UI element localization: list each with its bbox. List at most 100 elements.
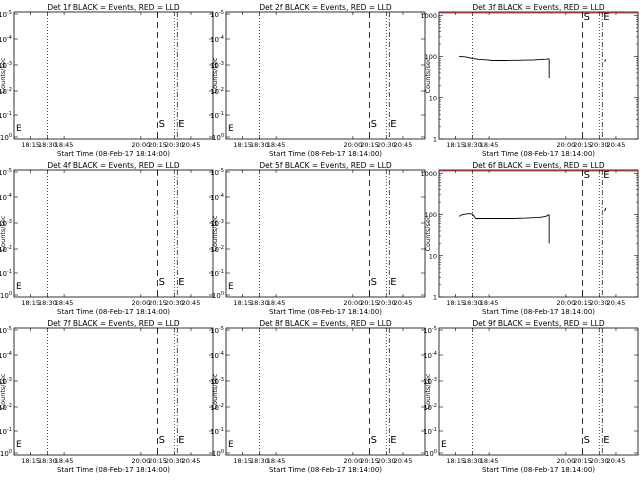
x-tick-label: 18:30 <box>38 457 57 465</box>
plot-frame <box>438 11 639 140</box>
x-tick-label: 20:30 <box>165 299 184 307</box>
x-tick-label: 20:45 <box>394 299 413 307</box>
x-tick-label: 20:00 <box>557 457 576 465</box>
x-tick-label: 20:45 <box>394 141 413 149</box>
x-tick-label: 18:30 <box>38 141 57 149</box>
y-tick-label: 100 <box>0 133 12 142</box>
x-tick-label: 18:45 <box>267 299 286 307</box>
x-tick-label: 18:30 <box>463 457 482 465</box>
x-tick-label: 18:15 <box>446 299 465 307</box>
x-axis-label: Start Time (08-Feb-17 18:14:00) <box>482 150 595 158</box>
plot-frame <box>438 327 639 456</box>
x-tick-label: 20:00 <box>557 299 576 307</box>
y-tick-label: 10-4 <box>210 35 224 44</box>
y-tick-label: 10-1 <box>0 427 12 436</box>
y-axis-label: Counts/sec <box>0 57 7 93</box>
y-tick-label: 10-2 <box>0 245 12 254</box>
panel-title: Det 6f BLACK = Events, RED = LLD <box>472 161 605 170</box>
saa-end-marker: E <box>178 119 184 130</box>
x-tick-label: 20:15 <box>360 457 379 465</box>
y-tick-label: 10-2 <box>210 403 224 412</box>
y-tick-label: 10-1 <box>0 269 12 278</box>
y-axis-label: Counts/sec <box>211 215 219 251</box>
detector-panel-8: Det 8f BLACK = Events, RED = LLD Counts/s… <box>210 319 426 474</box>
events-series-line <box>604 59 607 62</box>
x-tick-label: 18:45 <box>267 457 286 465</box>
saa-end-marker: E <box>390 277 396 288</box>
y-tick-label: 10-2 <box>210 245 224 254</box>
saa-start-marker: S <box>584 170 590 181</box>
x-tick-label: 20:30 <box>590 299 609 307</box>
y-tick-label: 10-3 <box>210 61 224 70</box>
detector-panel-7: Det 7f BLACK = Events, RED = LLD Counts/s… <box>0 319 214 474</box>
saa-start-marker: S <box>584 435 590 446</box>
x-tick-label: 20:30 <box>590 457 609 465</box>
x-tick-label: 18:45 <box>480 141 499 149</box>
x-tick-label: 18:15 <box>446 457 465 465</box>
y-tick-label: 10-1 <box>210 111 224 120</box>
saa-start-marker: S <box>159 435 165 446</box>
x-tick-label: 18:30 <box>250 457 269 465</box>
x-tick-label: 18:15 <box>21 141 40 149</box>
x-tick-label: 18:15 <box>21 457 40 465</box>
edge-marker-label: E <box>16 282 22 292</box>
y-tick-label: 100 <box>425 211 437 219</box>
plot-frame <box>13 11 214 140</box>
x-axis-label: Start Time (08-Feb-17 18:14:00) <box>57 466 170 474</box>
y-tick-label: 10-5 <box>0 326 12 335</box>
x-tick-label: 20:15 <box>148 299 167 307</box>
y-tick-label: 10-5 <box>210 326 224 335</box>
x-tick-label: 20:00 <box>132 299 151 307</box>
x-tick-label: 20:45 <box>182 457 201 465</box>
x-tick-label: 20:00 <box>344 141 363 149</box>
x-tick-label: 18:30 <box>463 299 482 307</box>
y-tick-label: 10-3 <box>0 61 12 70</box>
x-axis-label: Start Time (08-Feb-17 18:14:00) <box>482 308 595 316</box>
x-tick-label: 20:15 <box>360 141 379 149</box>
detector-panel-3: Det 3f BLACK = Events, RED = LLD Counts/s… <box>420 3 639 158</box>
y-tick-label: 10-1 <box>210 427 224 436</box>
y-tick-label: 10-5 <box>0 168 12 177</box>
detector-panel-9: Det 9f BLACK = Events, RED = LLD Counts/s… <box>423 319 639 474</box>
saa-start-marker: S <box>371 277 377 288</box>
events-series-line <box>458 55 550 61</box>
x-tick-label: 18:15 <box>233 141 252 149</box>
y-tick-label: 10-4 <box>0 35 12 44</box>
plot-frame <box>13 169 214 298</box>
x-axis-label: Start Time (08-Feb-17 18:14:00) <box>482 466 595 474</box>
y-tick-label: 10-2 <box>423 403 437 412</box>
y-tick-label: 10-4 <box>0 351 12 360</box>
y-axis-label: Counts/sec <box>0 373 7 409</box>
y-tick-label: 10-5 <box>423 326 437 335</box>
x-tick-label: 18:15 <box>233 457 252 465</box>
x-tick-label: 20:30 <box>590 141 609 149</box>
y-tick-label: 10-3 <box>423 377 437 386</box>
panel-title: Det 7f BLACK = Events, RED = LLD <box>47 319 180 328</box>
y-tick-label: 10 <box>429 94 437 102</box>
x-tick-label: 18:45 <box>55 299 74 307</box>
x-tick-label: 20:15 <box>148 141 167 149</box>
x-tick-label: 20:00 <box>557 141 576 149</box>
y-axis-label: Counts/sec <box>0 215 7 251</box>
saa-end-marker: E <box>603 170 609 181</box>
x-tick-label: 20:30 <box>165 457 184 465</box>
y-tick-label: 10-5 <box>0 10 12 19</box>
detector-panel-2: Det 2f BLACK = Events, RED = LLD Counts/s… <box>210 3 426 158</box>
y-tick-label: 10-3 <box>0 377 12 386</box>
y-tick-label: 100 <box>212 291 224 300</box>
y-tick-label: 10-4 <box>210 351 224 360</box>
panel-title: Det 3f BLACK = Events, RED = LLD <box>472 3 605 12</box>
x-tick-label: 18:45 <box>267 141 286 149</box>
x-axis-label: Start Time (08-Feb-17 18:14:00) <box>269 308 382 316</box>
panel-title: Det 9f BLACK = Events, RED = LLD <box>472 319 605 328</box>
saa-end-marker: E <box>603 12 609 23</box>
saa-start-marker: S <box>584 12 590 23</box>
y-tick-label: 100 <box>0 449 12 458</box>
detector-panel-6: Det 6f BLACK = Events, RED = LLD Counts/s… <box>420 161 639 316</box>
x-tick-label: 18:30 <box>250 141 269 149</box>
y-axis-label: Counts/sec <box>211 57 219 93</box>
x-tick-label: 18:45 <box>480 299 499 307</box>
y-axis-label: Counts/sec <box>424 215 432 251</box>
x-tick-label: 20:00 <box>344 299 363 307</box>
